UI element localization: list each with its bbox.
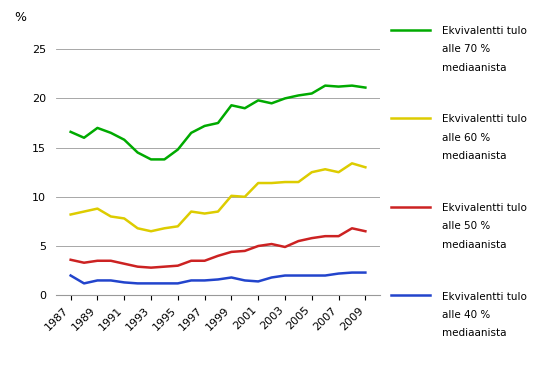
Text: mediaanista: mediaanista [442, 63, 506, 73]
Text: Ekvivalentti tulo: Ekvivalentti tulo [442, 203, 527, 213]
Text: alle 50 %: alle 50 % [442, 221, 490, 231]
Text: Ekvivalentti tulo: Ekvivalentti tulo [442, 26, 527, 36]
Text: %: % [14, 11, 26, 24]
Text: alle 70 %: alle 70 % [442, 44, 490, 54]
Text: mediaanista: mediaanista [442, 328, 506, 338]
Text: alle 60 %: alle 60 % [442, 133, 490, 143]
Text: mediaanista: mediaanista [442, 151, 506, 161]
Text: Ekvivalentti tulo: Ekvivalentti tulo [442, 292, 527, 301]
Text: alle 40 %: alle 40 % [442, 310, 490, 320]
Text: Ekvivalentti tulo: Ekvivalentti tulo [442, 114, 527, 124]
Text: mediaanista: mediaanista [442, 240, 506, 250]
